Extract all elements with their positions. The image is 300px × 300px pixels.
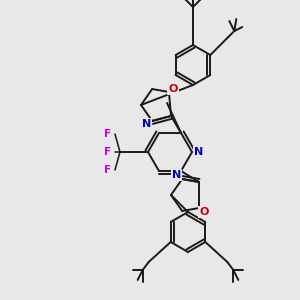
Text: F: F [104, 147, 112, 157]
Text: N: N [142, 119, 151, 129]
Text: N: N [194, 147, 204, 157]
Text: F: F [104, 165, 112, 175]
Text: O: O [168, 84, 178, 94]
Text: O: O [199, 207, 208, 217]
Text: F: F [104, 129, 112, 139]
Text: N: N [172, 170, 181, 180]
